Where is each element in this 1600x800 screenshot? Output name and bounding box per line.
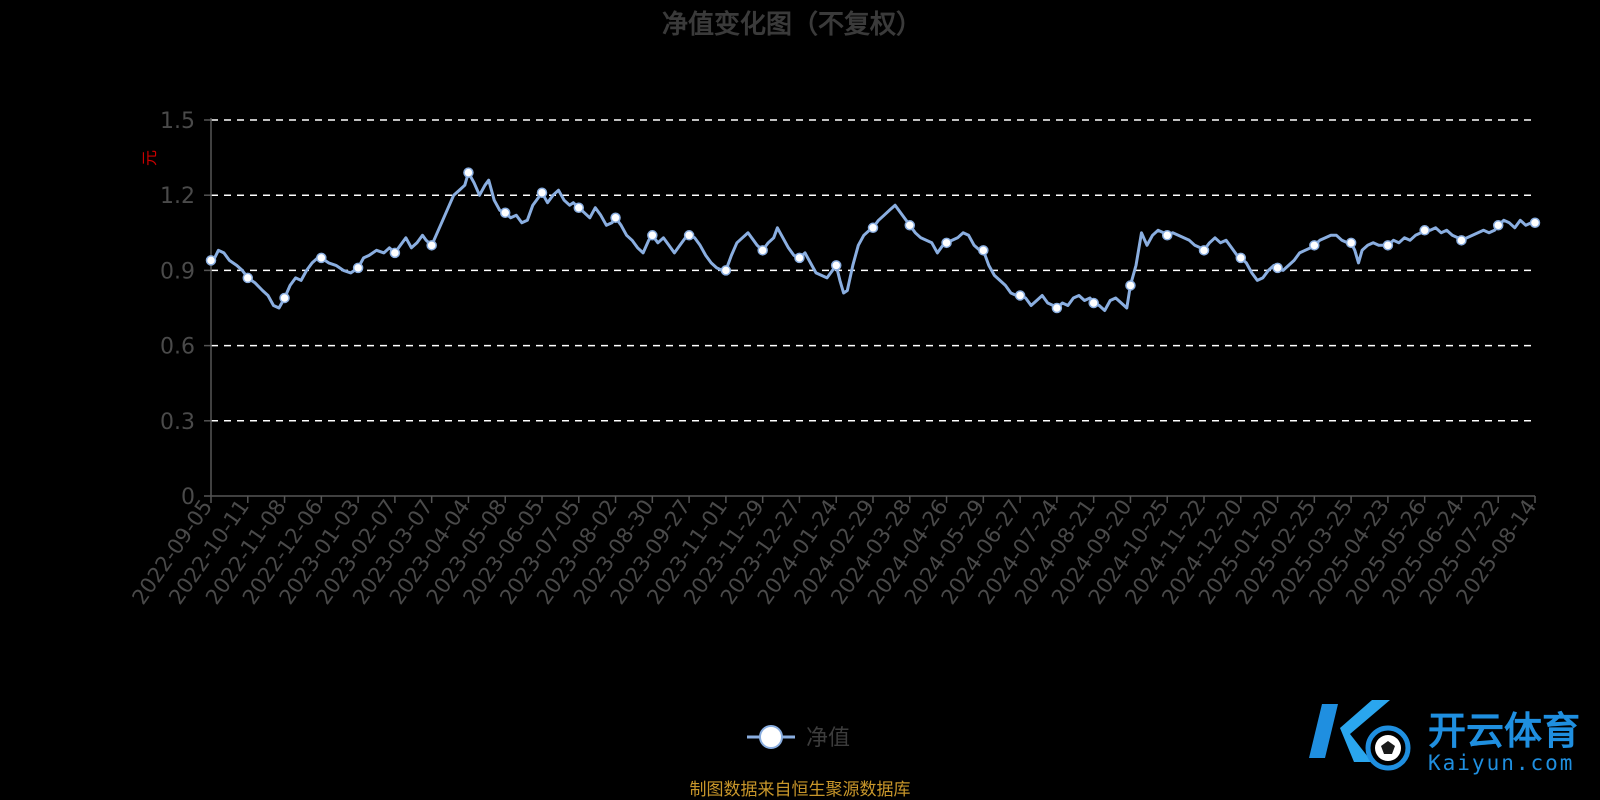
data-point[interactable] [1456,235,1467,246]
data-point[interactable] [720,265,732,276]
y-tick-label: 1.5 [160,109,195,134]
data-point[interactable] [389,247,401,259]
data-point[interactable] [499,207,511,218]
y-tick-label: 0 [181,485,195,510]
data-point[interactable] [279,292,290,304]
data-point[interactable] [1345,237,1357,249]
data-point[interactable] [1529,217,1541,229]
data-point[interactable] [1235,252,1247,264]
watermark-en: Kaiyun.com [1428,751,1574,775]
grid-lines [211,119,1535,422]
data-point[interactable] [426,240,437,251]
data-point[interactable] [941,237,952,249]
data-point[interactable] [683,230,695,241]
data-point[interactable] [316,252,327,264]
watermark-cn: 开云体育 [1428,709,1580,753]
data-point[interactable] [573,202,585,213]
legend-marker [759,725,783,749]
y-tick-label: 0.9 [160,259,195,284]
data-point[interactable] [867,222,879,234]
k-logo-icon [1309,700,1411,771]
x-tick-labels: 2022-09-052022-10-112022-11-082022-12-06… [127,495,1541,609]
data-point[interactable] [536,187,548,198]
y-tick-label: 0.6 [160,335,195,360]
data-point[interactable] [794,252,805,264]
data-point[interactable] [352,262,364,274]
chart-title: 净值变化图（不复权） [662,9,922,40]
data-point[interactable] [1161,230,1173,241]
legend-label-nav: 净值 [806,726,850,751]
data-point[interactable] [1051,302,1063,314]
axes [210,118,1535,497]
data-point[interactable] [904,220,916,231]
watermark-logo: 开云体育 Kaiyun.com [1309,700,1580,775]
y-tick-label: 0.3 [160,410,195,435]
data-point[interactable] [1125,280,1136,291]
data-point[interactable] [242,272,254,284]
data-point[interactable] [463,167,474,178]
data-point[interactable] [205,255,217,266]
data-point[interactable] [978,245,989,256]
data-source-note: 制图数据来自恒生聚源数据库 [690,780,911,800]
legend[interactable]: 净值 [747,725,850,751]
data-point[interactable] [1492,220,1504,231]
data-point[interactable] [1014,290,1026,301]
series-layer [205,167,1541,314]
data-point[interactable] [610,212,621,224]
y-tick-label: 1.2 [160,184,195,209]
data-point[interactable] [757,245,768,256]
data-point[interactable] [1309,240,1320,251]
data-point[interactable] [647,230,658,241]
series-line-nav [209,171,1537,312]
data-point[interactable] [1088,297,1099,309]
y-axis-unit: 元 [140,150,159,166]
y-tick-labels: 0 0.3 0.6 0.9 1.2 1.5 [160,109,211,510]
data-point[interactable] [830,260,842,271]
data-point[interactable] [1419,225,1430,236]
data-point[interactable] [1198,245,1210,256]
data-point[interactable] [1272,262,1283,274]
data-point[interactable] [1382,240,1394,251]
